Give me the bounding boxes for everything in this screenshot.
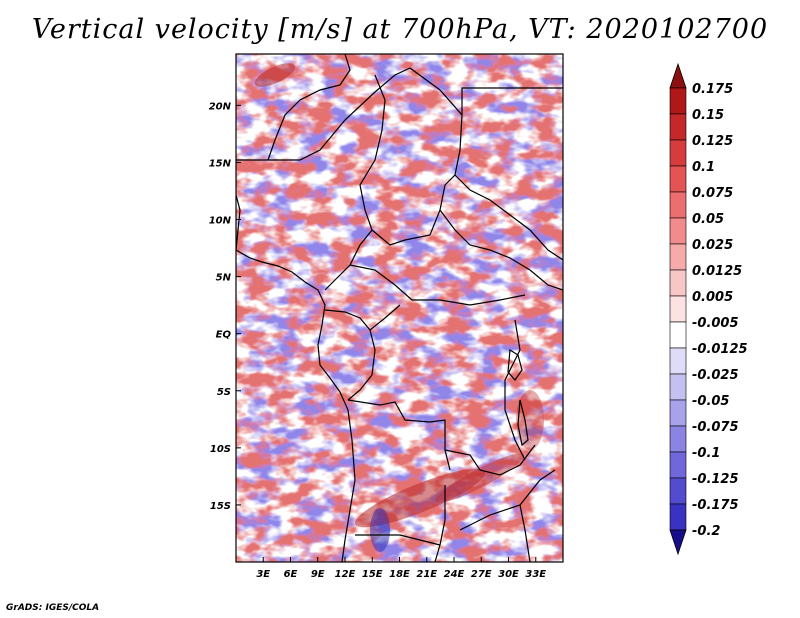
- lat-tick-label: 5S: [217, 387, 231, 398]
- colorbar-cell: [669, 425, 687, 453]
- lat-tick-label: 10N: [209, 216, 232, 227]
- lat-tick-label: 15S: [210, 501, 231, 512]
- colorbar-cell: [669, 269, 687, 297]
- colorbar-label: -0.075: [692, 420, 739, 435]
- longitude-axis: 3E 6E 9E 12E 15E 18E 21E 24E 27E 30E 33E: [256, 557, 546, 580]
- colorbar-label: -0.125: [692, 472, 739, 487]
- lon-tick-label: 30E: [498, 569, 519, 580]
- colorbar-label: 0.005: [692, 290, 733, 305]
- colorbar-cell: [669, 191, 687, 219]
- lat-tick-label: 20N: [209, 101, 232, 112]
- lat-tick-label: EQ: [216, 330, 232, 341]
- chart-title: Vertical velocity [m/s] at 700hPa, VT: 2…: [31, 14, 769, 45]
- border: [347, 399, 451, 471]
- border: [359, 74, 386, 231]
- colorbar-label: 0.15: [692, 108, 724, 123]
- border: [347, 329, 376, 401]
- lon-tick-label: 3E: [256, 569, 270, 580]
- colorbar-cells: [669, 62, 687, 556]
- lat-tick-label: 15N: [209, 158, 232, 169]
- border: [371, 67, 463, 246]
- colorbar-label: 0.0125: [692, 264, 742, 279]
- colorbar-label: 0.025: [692, 238, 733, 253]
- lon-tick-label: 24E: [444, 569, 465, 580]
- strong-descent-region: [370, 508, 390, 552]
- border: [444, 444, 536, 476]
- colorbar-label: 0.05: [692, 212, 724, 227]
- border: [439, 209, 563, 291]
- colorbar-cell: [669, 503, 687, 531]
- strong-ascent-region: [516, 390, 544, 450]
- lat-tick-label: 10S: [210, 444, 231, 455]
- lake-outline: [507, 348, 523, 381]
- colorbar-cell: [669, 321, 687, 349]
- lat-tick-label: 5N: [216, 273, 232, 284]
- border: [504, 319, 526, 461]
- lon-tick-label: 15E: [362, 569, 383, 580]
- colorbar-top-arrow: [669, 62, 687, 89]
- grads-credit: GrADS: IGES/COLA: [6, 603, 100, 613]
- colorbar-cell: [669, 373, 687, 401]
- colorbar-label: -0.005: [692, 316, 739, 331]
- colorbar-cell: [669, 399, 687, 427]
- colorbar-cell: [669, 165, 687, 193]
- colorbar-cell: [669, 295, 687, 323]
- lake-outline: [517, 399, 529, 447]
- colorbar-cell: [669, 243, 687, 271]
- lon-tick-label: 6E: [284, 569, 298, 580]
- colorbar-label: 0.075: [692, 186, 733, 201]
- border: [434, 485, 446, 562]
- border: [267, 54, 351, 161]
- lon-tick-label: 18E: [389, 569, 410, 580]
- coastline-west: [236, 249, 356, 562]
- strong-ascent-region: [435, 453, 525, 503]
- colorbar-cell: [669, 451, 687, 479]
- colorbar-cell: [669, 87, 687, 115]
- colorbar-cell: [669, 139, 687, 167]
- border: [236, 67, 411, 161]
- border: [324, 304, 401, 331]
- colorbar-label: -0.05: [692, 394, 729, 409]
- colorbar-label: -0.0125: [692, 342, 748, 357]
- border: [519, 504, 531, 562]
- colorbar-label: -0.2: [692, 524, 720, 539]
- colorbar-bottom-arrow: [669, 529, 687, 556]
- colorbar-cell: [669, 217, 687, 245]
- latitude-axis: 20N 15N 10N 5N EQ 5S 10S 15S: [209, 101, 241, 512]
- border: [454, 174, 563, 261]
- velocity-field: [236, 54, 563, 562]
- border: [461, 87, 563, 115]
- velocity-highlights: [254, 63, 544, 552]
- colorbar-label: -0.175: [692, 498, 739, 513]
- lon-tick-label: 21E: [416, 569, 437, 580]
- country-borders: [236, 54, 563, 562]
- border: [355, 534, 441, 546]
- lon-tick-label: 12E: [335, 569, 356, 580]
- strong-ascent-region: [254, 63, 296, 87]
- colorbar-label: -0.025: [692, 368, 739, 383]
- colorbar-label: 0.125: [692, 134, 733, 149]
- lon-tick-label: 33E: [525, 569, 546, 580]
- strong-ascent-region: [354, 468, 486, 528]
- colorbar-label: -0.1: [692, 446, 720, 461]
- colorbar-label: 0.175: [692, 82, 733, 97]
- colorbar-cell: [669, 477, 687, 505]
- border: [349, 264, 526, 306]
- map-plot-area: [235, 53, 564, 563]
- colorbar-labels: 0.175 0.15 0.125 0.1 0.075 0.05 0.025 0.0125 0.0…: [692, 82, 748, 539]
- colorbar-cell: [669, 347, 687, 375]
- lon-tick-label: 9E: [311, 569, 325, 580]
- lon-tick-label: 27E: [471, 569, 492, 580]
- colorbar-cell: [669, 113, 687, 141]
- colorbar-label: 0.1: [692, 160, 715, 175]
